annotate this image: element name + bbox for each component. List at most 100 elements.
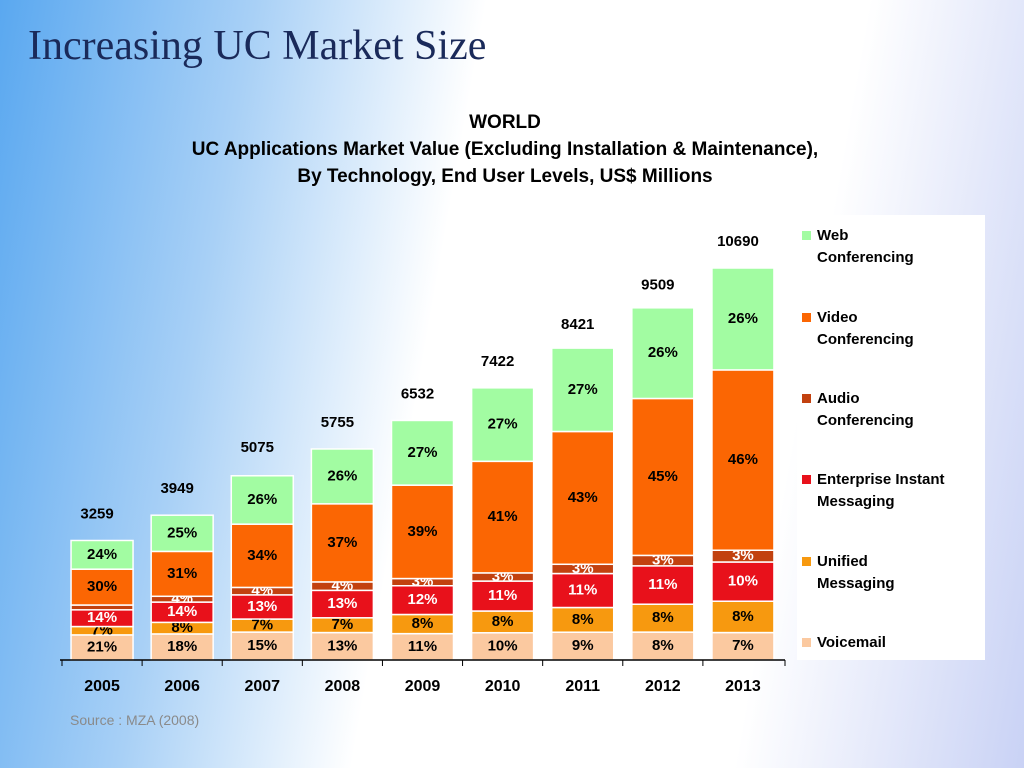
value-label: 11% [568, 581, 597, 598]
source: Source : MZA (2008) [70, 712, 200, 728]
value-label: 30% [87, 578, 117, 595]
total-label: 3259 [80, 505, 113, 522]
value-label: 13% [327, 595, 357, 612]
total-label: 6532 [401, 385, 434, 402]
value-label: 8% [732, 608, 754, 625]
bar-segment [550, 606, 615, 633]
bar-segment [230, 631, 295, 661]
total-label: 9509 [641, 276, 674, 293]
bar-segment [711, 267, 775, 371]
x-tick-label: 2008 [325, 678, 361, 695]
total-label: 5075 [241, 439, 274, 456]
value-label: 27% [568, 381, 598, 398]
value-label: 11% [648, 576, 677, 593]
bar-segment [230, 475, 295, 525]
legend-swatch [802, 394, 811, 403]
value-label: 26% [247, 491, 277, 508]
value-label: 14% [167, 603, 197, 620]
chart-title: WORLD [469, 112, 541, 133]
value-label: 18% [167, 638, 197, 655]
value-label: 37% [327, 534, 357, 551]
value-label: 24% [87, 546, 117, 563]
value-label: 31% [167, 565, 197, 582]
legend-swatch [802, 638, 811, 647]
legend-item: Enterprise Instant Messaging [802, 469, 947, 513]
legend-item: Web Conferencing [802, 225, 947, 269]
value-label: 8% [412, 615, 434, 632]
value-label: 45% [648, 468, 678, 485]
value-label: 26% [327, 467, 357, 484]
bar-segment [390, 419, 455, 486]
bar-segment [711, 369, 775, 551]
legend-label: Video Conferencing [817, 309, 914, 348]
legend-swatch [802, 557, 811, 566]
legend: Web Conferencing Video Conferencing Audio … [797, 215, 985, 660]
value-label: 8% [652, 609, 674, 626]
bar-segment [310, 448, 375, 505]
legend-label: Unified Messaging [817, 553, 895, 592]
value-label: 13% [247, 598, 277, 615]
value-label: 39% [407, 523, 437, 540]
value-label: 12% [407, 591, 437, 608]
x-tick-label: 2011 [565, 678, 600, 695]
bar-segment [390, 632, 455, 661]
x-tick-label: 2009 [405, 678, 441, 695]
x-tick-label: 2010 [485, 678, 521, 695]
bar-segment [150, 633, 214, 661]
x-tick-label: 2013 [725, 678, 761, 695]
bar-segment [550, 347, 615, 433]
bar-segment [550, 430, 615, 566]
value-label: 13% [327, 637, 357, 654]
value-label: 10% [728, 573, 758, 590]
value-label: 3% [732, 547, 754, 564]
legend-swatch [802, 313, 811, 322]
value-label: 43% [568, 489, 598, 506]
bar-segment [70, 568, 134, 606]
legend-item: Voicemail [802, 632, 947, 654]
bar-segment [150, 514, 214, 553]
legend-item: Video Conferencing [802, 307, 947, 351]
legend-swatch [802, 231, 811, 240]
bar-segment [70, 539, 134, 570]
value-label: 8% [652, 637, 674, 654]
total-label: 8421 [561, 316, 594, 333]
value-label: 46% [728, 451, 758, 468]
value-label: 25% [167, 524, 197, 541]
value-label: 7% [332, 616, 354, 633]
chart-title: By Technology, End User Levels, US$ Mill… [297, 166, 712, 187]
value-label: 15% [247, 637, 277, 654]
value-label: 9% [572, 637, 594, 654]
value-label: 21% [87, 638, 117, 655]
value-label: 11% [488, 587, 517, 604]
legend-item: Unified Messaging [802, 551, 947, 595]
bar-segment [711, 561, 775, 602]
bar-segment [230, 523, 295, 589]
value-label: 34% [247, 547, 277, 564]
bar-segment [470, 580, 535, 612]
value-label: 7% [732, 637, 754, 654]
bar-segment [631, 307, 695, 400]
value-label: 8% [492, 613, 514, 630]
bar-segment [631, 397, 695, 557]
value-label: 10% [488, 637, 518, 654]
bar-segment [390, 484, 455, 580]
legend-swatch [802, 475, 811, 484]
total-label: 7422 [481, 353, 514, 370]
bar-segment [310, 631, 375, 661]
x-tick-label: 2006 [164, 678, 200, 695]
total-label: 3949 [160, 480, 193, 497]
bar-segment [711, 631, 775, 661]
bar-segment [550, 572, 615, 609]
legend-label: Web Conferencing [817, 227, 914, 266]
x-tick-label: 2007 [244, 678, 280, 695]
value-label: 11% [408, 638, 437, 655]
bar-segment [631, 565, 695, 605]
x-tick-label: 2012 [645, 678, 681, 695]
value-label: 27% [407, 444, 437, 461]
bar-segment [310, 589, 375, 619]
legend-item: Audio Conferencing [802, 388, 947, 432]
legend-label: Audio Conferencing [817, 390, 914, 429]
chart-title: UC Applications Market Value (Excluding … [192, 139, 818, 160]
